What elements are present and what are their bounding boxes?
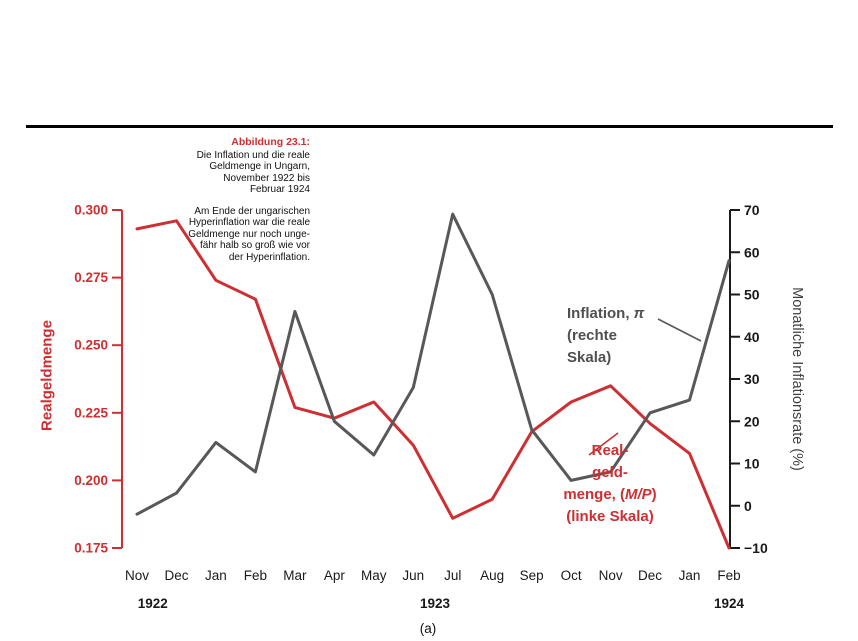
figure-caption-subtitle-line: November 1922 bis xyxy=(223,172,310,184)
x-axis-month-label: Jun xyxy=(402,568,424,583)
x-axis-month-label: May xyxy=(361,568,387,583)
inflation-series-label: Inflation, π (rechte Skala) xyxy=(567,303,644,369)
real-money-label-line: geld- xyxy=(592,464,628,481)
x-axis-month-label: Sep xyxy=(520,568,544,583)
left-axis-tick-label: 0.250 xyxy=(74,338,108,353)
right-axis-tick-label: 0 xyxy=(744,498,752,514)
panel-label: (a) xyxy=(419,621,437,636)
figure-caption-body-line: Hyperinflation war die reale xyxy=(188,217,310,228)
x-axis-month-label: Mar xyxy=(283,568,307,583)
right-axis-tick-label: 10 xyxy=(744,456,760,472)
x-axis-month-label: Dec xyxy=(638,568,662,583)
left-axis-title: Realgeldmenge xyxy=(38,320,56,431)
right-axis-tick-label: 70 xyxy=(744,202,760,218)
x-axis-month-label: Jan xyxy=(205,568,227,583)
x-axis-month-label: Feb xyxy=(244,568,267,583)
top-rule xyxy=(26,125,833,128)
figure-caption-body-line: fähr halb so groß wie vor xyxy=(199,240,310,251)
left-axis-tick-label: 0.300 xyxy=(74,203,108,218)
figure-number: Abbildung 23.1: xyxy=(231,136,310,148)
right-axis-title: Monatliche Inflationsrate (%) xyxy=(789,287,805,471)
inflation-line xyxy=(135,212,731,516)
x-axis-month-label: Jan xyxy=(679,568,701,583)
figure-caption-body-line: Am Ende der ungarischen xyxy=(194,205,310,217)
real-money-label-line: menge, (M/P) xyxy=(563,486,657,503)
real-money-line xyxy=(135,219,731,550)
left-axis-tick-label: 0.175 xyxy=(74,541,108,556)
left-axis-tick-label: 0.225 xyxy=(74,405,108,420)
figure-caption-subtitle-line: Februar 1924 xyxy=(249,184,310,195)
x-axis-year-label: 1923 xyxy=(420,596,451,611)
inflation-label-line: (rechte xyxy=(567,327,618,344)
figure-caption-body-line: der Hyperinflation. xyxy=(228,251,310,263)
inflation-label-line: Skala) xyxy=(567,349,612,366)
right-axis-tick-label: 50 xyxy=(744,287,760,303)
figure-caption-subtitle-line: Die Inflation und die reale xyxy=(196,149,310,161)
x-axis-month-label: Aug xyxy=(480,568,504,583)
figure-caption-subtitle-line: Geldmenge in Ungarn, xyxy=(209,161,310,172)
x-axis-month-label: Feb xyxy=(717,568,740,583)
inflation-label-line: Inflation, π xyxy=(567,305,645,322)
real-money-series-label: Real-geld-menge, (M/P) (linke Skala) xyxy=(537,440,683,528)
real-money-label-line: Real- xyxy=(591,442,629,459)
right-axis-tick-label: 40 xyxy=(744,329,760,345)
right-axis-tick-label: −10 xyxy=(744,540,768,556)
left-axis-tick-label: 0.275 xyxy=(74,270,108,285)
x-axis-month-label: Nov xyxy=(125,568,149,583)
x-axis-month-label: Jul xyxy=(444,568,461,583)
x-axis-year-label: 1924 xyxy=(714,596,745,611)
right-axis-tick-label: 20 xyxy=(744,413,760,429)
figure-caption-body: Am Ende der ungarischen Hyperinflation wa… xyxy=(148,206,310,264)
figure-caption-body-line: Geldmenge nur noch unge- xyxy=(188,228,310,240)
real-money-pointer-line xyxy=(588,432,619,456)
figure-caption-subtitle: Die Inflation und die reale Geldmenge in … xyxy=(148,150,310,196)
x-axis-month-label: Nov xyxy=(599,568,623,583)
right-axis-tick-label: 60 xyxy=(744,244,760,260)
x-axis-month-label: Dec xyxy=(164,568,188,583)
real-money-label-line: (linke Skala) xyxy=(566,508,654,525)
inflation-pointer-line xyxy=(657,318,702,342)
right-axis-tick-label: 30 xyxy=(744,371,760,387)
x-axis-month-label: Oct xyxy=(561,568,582,583)
x-axis-year-label: 1922 xyxy=(138,596,168,611)
figure-caption: Abbildung 23.1: Die Inflation und die re… xyxy=(148,136,310,264)
x-axis-month-label: Apr xyxy=(324,568,346,583)
left-axis-tick-label: 0.200 xyxy=(74,473,108,488)
